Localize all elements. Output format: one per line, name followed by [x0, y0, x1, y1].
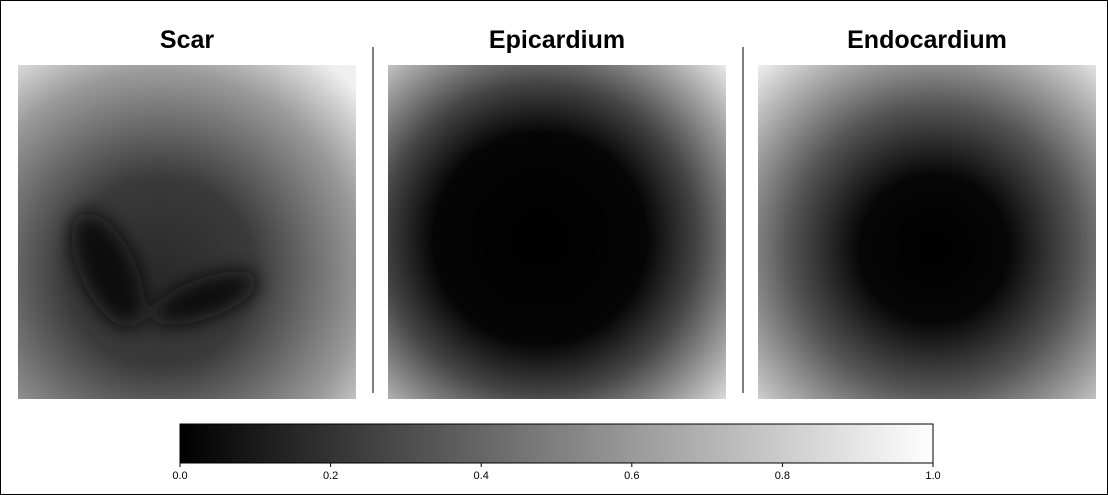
endocardium-image: [758, 65, 1096, 399]
tick-label: 0.6: [624, 470, 639, 482]
colorbar: [179, 423, 934, 464]
panel-title: Epicardium: [489, 26, 625, 54]
tick-label: 0.0: [172, 470, 187, 482]
scar-shape: [71, 212, 258, 328]
tick-label: 0.2: [323, 470, 338, 482]
tick-label: 0.8: [775, 470, 790, 482]
panel-title: Endocardium: [847, 26, 1007, 54]
panel-title: Scar: [160, 26, 214, 54]
epicardium-image: [388, 65, 726, 399]
tick-label: 1.0: [925, 470, 940, 482]
scar-image: [18, 65, 356, 399]
tick-label: 0.4: [474, 470, 489, 482]
